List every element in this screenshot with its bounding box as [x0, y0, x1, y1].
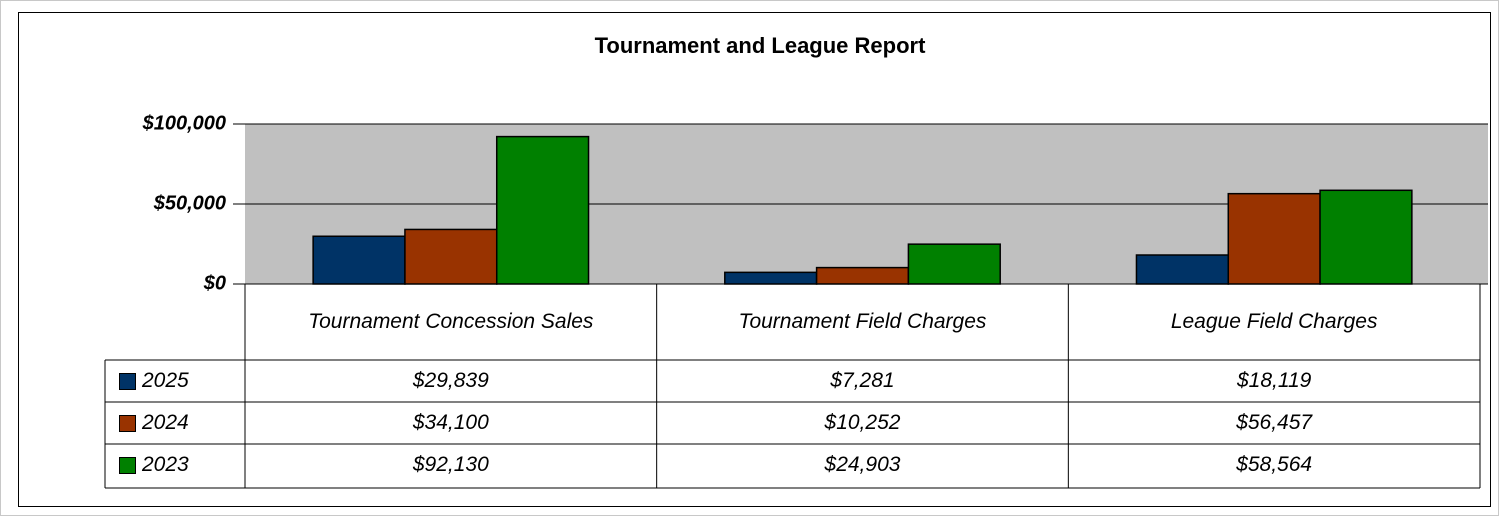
bar: [1135, 254, 1230, 285]
bar: [495, 135, 590, 285]
y-tick-label: $100,000: [142, 112, 226, 134]
legend-entry: 2023: [105, 444, 245, 486]
legend-entry: 2025: [105, 360, 245, 402]
category-label: Tournament Field Charges: [738, 310, 987, 333]
legend-label: 2025: [142, 369, 189, 392]
legend-swatch: [119, 372, 136, 390]
chart-title: Tournament and League Report: [595, 33, 927, 58]
legend-swatch: [119, 414, 136, 432]
legend-swatch: [119, 456, 136, 474]
bar: [312, 235, 406, 285]
legend-entry: 2024: [105, 402, 245, 444]
value-label: $34,100: [412, 411, 489, 434]
bar: [1319, 189, 1413, 285]
value-label: $10,252: [824, 411, 901, 434]
bar: [1227, 192, 1321, 285]
bar: [404, 228, 498, 285]
value-label: $56,457: [1236, 411, 1313, 434]
value-label: $58,564: [1236, 453, 1313, 476]
value-label: $24,903: [824, 453, 901, 476]
category-label: Tournament Concession Sales: [308, 310, 594, 333]
value-label: $92,130: [412, 453, 489, 476]
legend-label: 2024: [142, 411, 189, 434]
y-tick-label: $0: [203, 272, 226, 294]
y-tick-label: $50,000: [153, 192, 226, 214]
legend-label: 2023: [142, 453, 189, 476]
value-label: $29,839: [412, 369, 489, 392]
category-label: League Field Charges: [1170, 310, 1378, 333]
value-label: $18,119: [1236, 369, 1312, 392]
bar: [907, 243, 1001, 285]
bar: [815, 266, 910, 285]
value-label: $7,281: [830, 369, 895, 392]
bar: [724, 271, 818, 285]
